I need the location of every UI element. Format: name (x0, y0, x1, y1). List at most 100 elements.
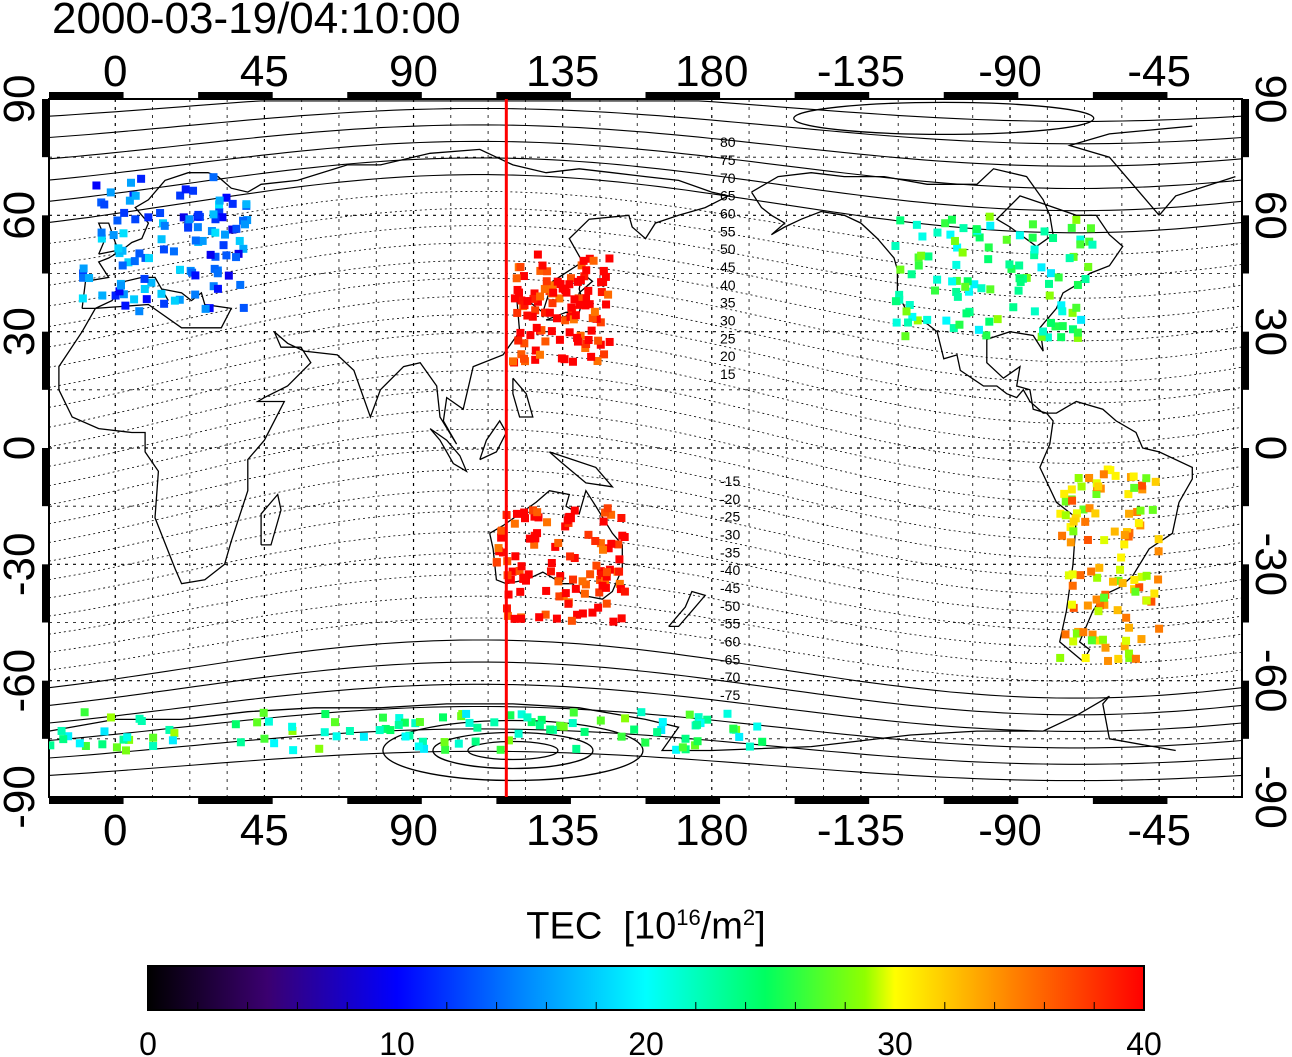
tec-point (653, 728, 662, 737)
contour-label: 80 (720, 134, 736, 150)
contour-label: -15 (720, 473, 740, 489)
tec-point (191, 290, 200, 299)
tec-point (961, 282, 970, 291)
tec-point (531, 534, 540, 543)
tec-point (264, 717, 273, 726)
tec-point (917, 251, 926, 260)
tec-point (149, 733, 158, 742)
tec-point (571, 311, 580, 320)
modip-contours (49, 100, 1242, 782)
tec-point (1065, 254, 1074, 263)
contour-label: -30 (720, 527, 740, 543)
tec-point (620, 587, 629, 596)
tec-point (600, 350, 609, 359)
tec-point (604, 544, 613, 553)
tec-point (933, 228, 942, 237)
tec-point (533, 250, 542, 259)
tec-point (1088, 240, 1097, 249)
tec-point (561, 316, 570, 325)
tec-point (591, 536, 600, 545)
tec-point (400, 718, 409, 727)
tec-point (573, 610, 582, 619)
frame-tick-bar (1242, 680, 1249, 739)
tec-point (439, 713, 448, 722)
tec-point (125, 196, 134, 205)
tec-point (440, 738, 449, 747)
top-lon-tick-label: 135 (526, 47, 599, 96)
contour-line (49, 389, 1242, 484)
tec-point (582, 266, 591, 275)
tec-point (121, 746, 130, 755)
frame-tick-bar (1242, 215, 1249, 274)
tec-point (578, 609, 587, 618)
tec-point (211, 215, 220, 224)
tec-point (985, 317, 994, 326)
tec-point (176, 191, 185, 200)
left-lat-tick-label: 0 (0, 436, 44, 460)
tec-point (517, 562, 526, 571)
frame-tick-bar (496, 92, 571, 99)
tec-point (1122, 613, 1131, 622)
tec-point (1148, 505, 1157, 514)
tec-point (596, 575, 605, 584)
tec-point (1073, 328, 1082, 337)
tec-point (1076, 235, 1085, 244)
tec-point (156, 209, 165, 218)
tec-point (315, 744, 324, 753)
tec-point (531, 346, 540, 355)
tec-point (185, 215, 194, 224)
tec-point (565, 280, 574, 289)
tec-point (418, 737, 427, 746)
tec-point (253, 718, 262, 727)
colorbar-axis: 0 10 20 30 40 (139, 1002, 1162, 1057)
bottom-longitude-axis: 0 45 90 135 180 -135 -90 -45 (103, 806, 1191, 855)
tec-point (515, 288, 524, 297)
tec-point (605, 337, 614, 346)
tec-point (514, 336, 523, 345)
contour-label: 70 (720, 170, 736, 186)
tec-point (222, 251, 231, 260)
tec-point (538, 261, 547, 270)
tec-point (523, 713, 532, 722)
tec-point (555, 335, 564, 344)
tec-point (1122, 636, 1131, 645)
tec-point (529, 294, 538, 303)
tec-point (1028, 233, 1037, 242)
tec-point (1066, 523, 1075, 532)
tec-point (681, 734, 690, 743)
tec-point (232, 253, 241, 262)
tec-point (985, 212, 994, 221)
tec-point (585, 300, 594, 309)
right-lat-tick-label: -30 (1246, 533, 1292, 597)
tec-point (516, 328, 525, 337)
contour-label: 30 (720, 312, 736, 328)
frame-tick-bar (347, 797, 422, 804)
contour-label: 25 (720, 330, 736, 346)
tec-point (1100, 536, 1109, 545)
frame-tick-bar (1242, 331, 1249, 390)
tec-point (541, 308, 550, 317)
tec-point (1099, 470, 1108, 479)
tec-point (160, 299, 169, 308)
tec-point (723, 709, 732, 718)
contour-line (49, 552, 1242, 631)
tec-point (517, 296, 526, 305)
tec-point (98, 740, 107, 749)
frame-tick-bar (794, 797, 870, 804)
frame-tick-bar (645, 92, 721, 99)
tec-point (1073, 280, 1082, 289)
tec-point (895, 290, 904, 299)
frame-tick-bar (794, 92, 870, 99)
tec-point (118, 261, 127, 270)
tec-point (584, 336, 593, 345)
contour-line (49, 124, 1242, 167)
contour-label: -55 (720, 616, 740, 632)
tec-point (1057, 301, 1066, 310)
tec-point (531, 355, 540, 364)
tec-point (209, 210, 218, 219)
tec-point (75, 739, 84, 748)
tec-point (228, 225, 237, 234)
tec-point (1087, 636, 1096, 645)
tec-point (513, 308, 522, 317)
colorbar-unit-base: [10 (623, 905, 677, 948)
